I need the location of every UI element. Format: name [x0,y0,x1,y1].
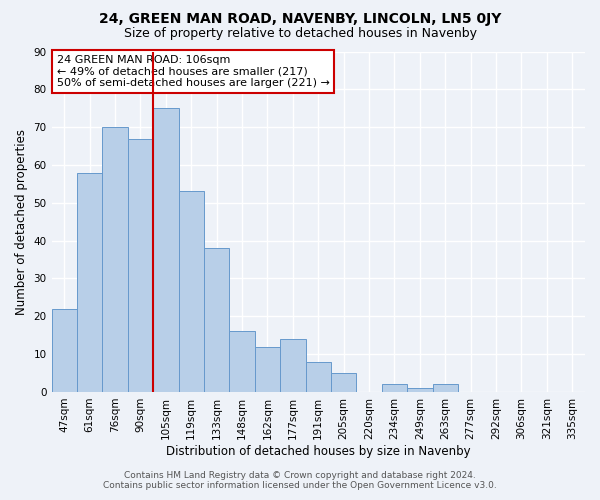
Bar [204,248,229,392]
Bar [305,362,331,392]
Bar [179,192,204,392]
Y-axis label: Number of detached properties: Number of detached properties [15,128,28,314]
Text: 24, GREEN MAN ROAD, NAVENBY, LINCOLN, LN5 0JY: 24, GREEN MAN ROAD, NAVENBY, LINCOLN, LN… [99,12,501,26]
Text: Contains HM Land Registry data © Crown copyright and database right 2024.
Contai: Contains HM Land Registry data © Crown c… [103,470,497,490]
Bar [280,339,305,392]
Bar [433,384,458,392]
Text: 24 GREEN MAN ROAD: 106sqm
← 49% of detached houses are smaller (217)
50% of semi: 24 GREEN MAN ROAD: 106sqm ← 49% of detac… [57,55,330,88]
Bar [52,308,77,392]
X-axis label: Distribution of detached houses by size in Navenby: Distribution of detached houses by size … [166,444,470,458]
Bar [128,138,153,392]
Bar [382,384,407,392]
Bar [103,127,128,392]
Bar [331,373,356,392]
Bar [77,172,103,392]
Bar [407,388,433,392]
Bar [153,108,179,392]
Bar [229,332,255,392]
Text: Size of property relative to detached houses in Navenby: Size of property relative to detached ho… [124,28,476,40]
Bar [255,346,280,392]
